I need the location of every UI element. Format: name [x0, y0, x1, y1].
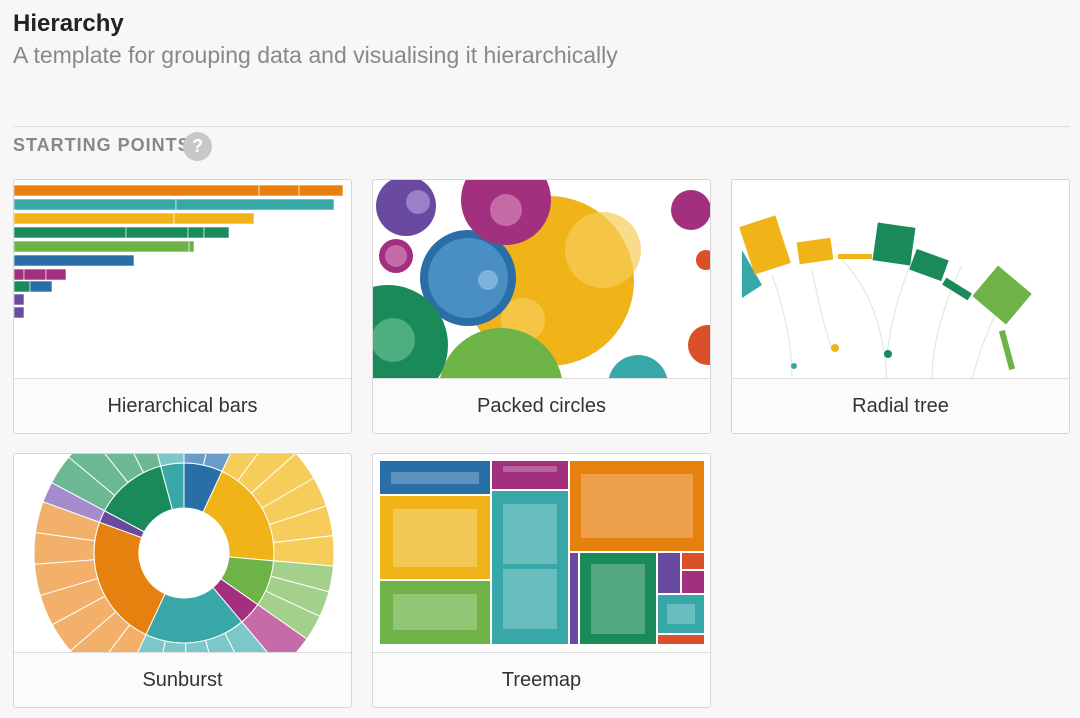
thumbnail — [378, 459, 706, 646]
help-button[interactable]: ? — [183, 132, 212, 161]
thumbnail — [14, 184, 344, 319]
template-card[interactable]: Radial tree — [731, 179, 1070, 434]
template-card[interactable]: Hierarchical bars — [13, 179, 352, 434]
divider — [13, 126, 1070, 127]
thumbnail — [373, 180, 710, 378]
title: Hierarchy — [13, 10, 124, 37]
template-card[interactable]: Packed circles — [372, 179, 711, 434]
template-card[interactable]: Sunburst — [13, 453, 352, 708]
sunburst-segment — [156, 454, 185, 467]
card-label: Radial tree — [732, 378, 1069, 433]
thumbnail — [739, 215, 1032, 378]
template-card[interactable]: Treemap — [372, 453, 711, 708]
section-label: STARTING POINTS — [13, 135, 191, 155]
card-label: Hierarchical bars — [14, 378, 351, 433]
card-label: Sunburst — [14, 652, 351, 707]
card-label: Packed circles — [373, 378, 710, 433]
card-label: Treemap — [373, 652, 710, 707]
subtitle: A template for grouping data and visuali… — [13, 42, 618, 68]
thumbnail — [33, 454, 335, 652]
